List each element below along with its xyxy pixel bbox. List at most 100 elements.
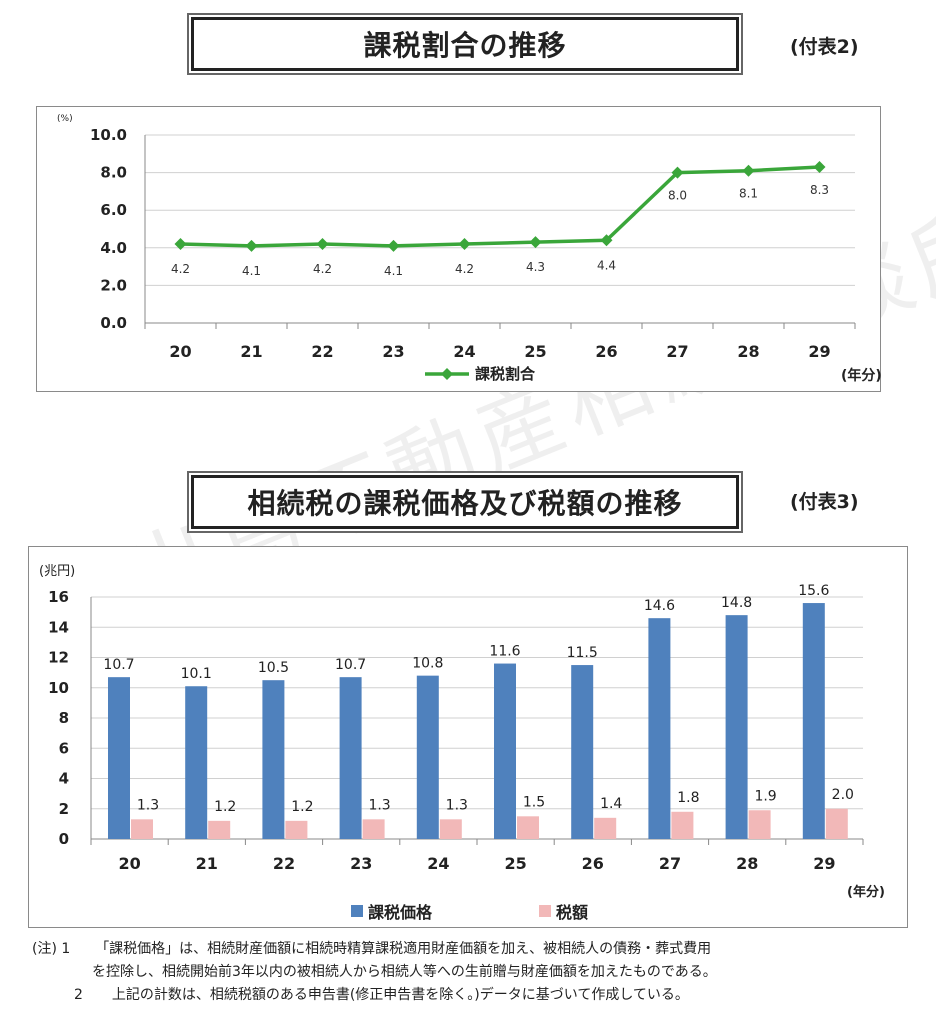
series-line [180,165,820,248]
x-tick-label: 28 [737,342,759,361]
data-label: 1.3 [368,797,390,813]
data-label: 10.5 [258,660,289,676]
data-label: 4.4 [597,258,616,272]
bar-zeigaku [439,819,462,839]
y-tick-label: 6 [59,739,69,757]
footnote-2-prefix: 2 [74,987,83,1003]
bar-zeigaku [208,820,231,839]
data-label: 10.1 [181,666,212,682]
y-tick-label: 2.0 [100,276,127,294]
x-tick-label: 26 [595,342,617,361]
data-label: 1.3 [446,797,468,813]
legend-label: 課税割合 [475,365,536,383]
x-axis-unit: (年分) [841,367,882,384]
data-point-marker [458,238,471,251]
y-tick-label: 10.0 [90,126,127,144]
y-axis-unit: (%) [57,114,73,124]
x-tick-label: 23 [350,854,372,873]
x-tick-label: 21 [196,854,218,873]
data-label: 10.7 [335,657,366,673]
bar-kazei-kakaku [571,665,594,839]
data-label: 4.1 [384,264,403,278]
bar-zeigaku [362,819,385,839]
data-label: 1.5 [523,794,545,810]
data-label: 10.8 [412,656,443,672]
data-label: 8.0 [668,189,687,203]
footnote-1-prefix: (注) 1 [32,941,71,957]
chart1-tag: (付表2) [790,36,859,58]
data-point-marker [245,239,258,252]
x-tick-label: 21 [240,342,262,361]
y-tick-label: 12 [48,649,69,667]
y-tick-label: 14 [48,618,69,636]
chart1-title-text: 課税割合の推移 [363,29,567,62]
y-tick-label: 0.0 [100,314,127,332]
x-tick-label: 27 [666,342,688,361]
data-label: 1.2 [291,799,313,815]
x-tick-label: 23 [382,342,404,361]
bar-zeigaku [671,811,694,839]
x-axis-unit: (年分) [847,884,885,900]
bar-kazei-kakaku [416,675,439,839]
x-tick-label: 24 [453,342,475,361]
bar-kazei-kakaku [262,680,285,839]
x-tick-label: 26 [582,854,604,873]
data-label: 4.2 [171,262,190,276]
bar-zeigaku [285,820,308,839]
data-label: 10.7 [103,657,134,673]
y-axis-unit: (兆円) [39,564,75,579]
data-label: 1.4 [600,796,622,812]
data-label: 1.9 [754,788,776,804]
y-tick-label: 0 [59,830,69,848]
data-label: 8.1 [739,187,758,201]
y-tick-label: 16 [48,588,69,606]
data-point-marker [316,238,329,251]
x-tick-label: 24 [427,854,449,873]
data-label: 4.2 [313,262,332,276]
data-label: 8.3 [810,183,829,197]
data-label: 15.6 [798,583,829,599]
legend-label: 税額 [556,903,588,922]
chart2-tag: (付表3) [790,491,859,513]
data-label: 1.3 [137,797,159,813]
x-tick-label: 22 [311,342,333,361]
bar-kazei-kakaku [339,677,362,839]
chart1-panel: 0.0 2.0 4.0 6.0 8.0 10.0 20 21 22 23 24 25 26 27 28 29 (… [36,106,882,392]
footnote-2: 2 上記の計数は、相続税額のある申告書(修正申告書を除く。)データに基づいて作成… [32,984,912,1007]
x-tick-label: 20 [169,342,191,361]
bar-kazei-kakaku [725,615,748,839]
chart1-title: 課税割合の推移 [191,17,739,71]
legend-label: 課税価格 [368,903,433,922]
x-tick-label: 25 [504,854,526,873]
x-tick-label: 25 [524,342,546,361]
data-label: 1.2 [214,799,236,815]
y-tick-label: 10 [48,679,69,697]
data-label: 4.2 [455,262,474,276]
footnote-1-cont: を控除し、相続開始前3年以内の被相続人から相続人等への生前贈与財産価額を加えたも… [32,961,912,984]
bar-zeigaku [825,808,848,839]
data-label: 1.8 [677,790,699,806]
y-tick-label: 8.0 [100,164,127,182]
data-label: 14.8 [721,595,752,611]
footnote-1: (注) 1 「課税価格」は、相続財産価額に相続時精算課税適用財産価額を加え、被相… [32,938,912,961]
data-point-marker [387,239,400,252]
data-label: 14.6 [644,598,675,614]
x-tick-label: 20 [118,854,140,873]
data-point-marker [529,236,542,249]
y-tick-label: 4.0 [100,239,127,257]
data-point-marker [813,160,826,173]
chart2-title-text: 相続税の課税価格及び税額の推移 [247,487,683,520]
data-label: 11.6 [489,644,520,660]
data-point-marker [671,166,684,179]
chart2-title: 相続税の課税価格及び税額の推移 [191,475,739,529]
x-tick-label: 22 [273,854,295,873]
data-label: 11.5 [567,645,598,661]
bar-zeigaku [517,816,539,839]
y-tick-label: 8 [59,709,69,727]
x-tick-label: 27 [659,854,681,873]
legend-swatch [539,905,551,917]
y-tick-label: 4 [59,770,69,788]
y-tick-label: 2 [59,800,69,818]
bar-kazei-kakaku [802,603,825,839]
x-tick-label: 29 [808,342,830,361]
